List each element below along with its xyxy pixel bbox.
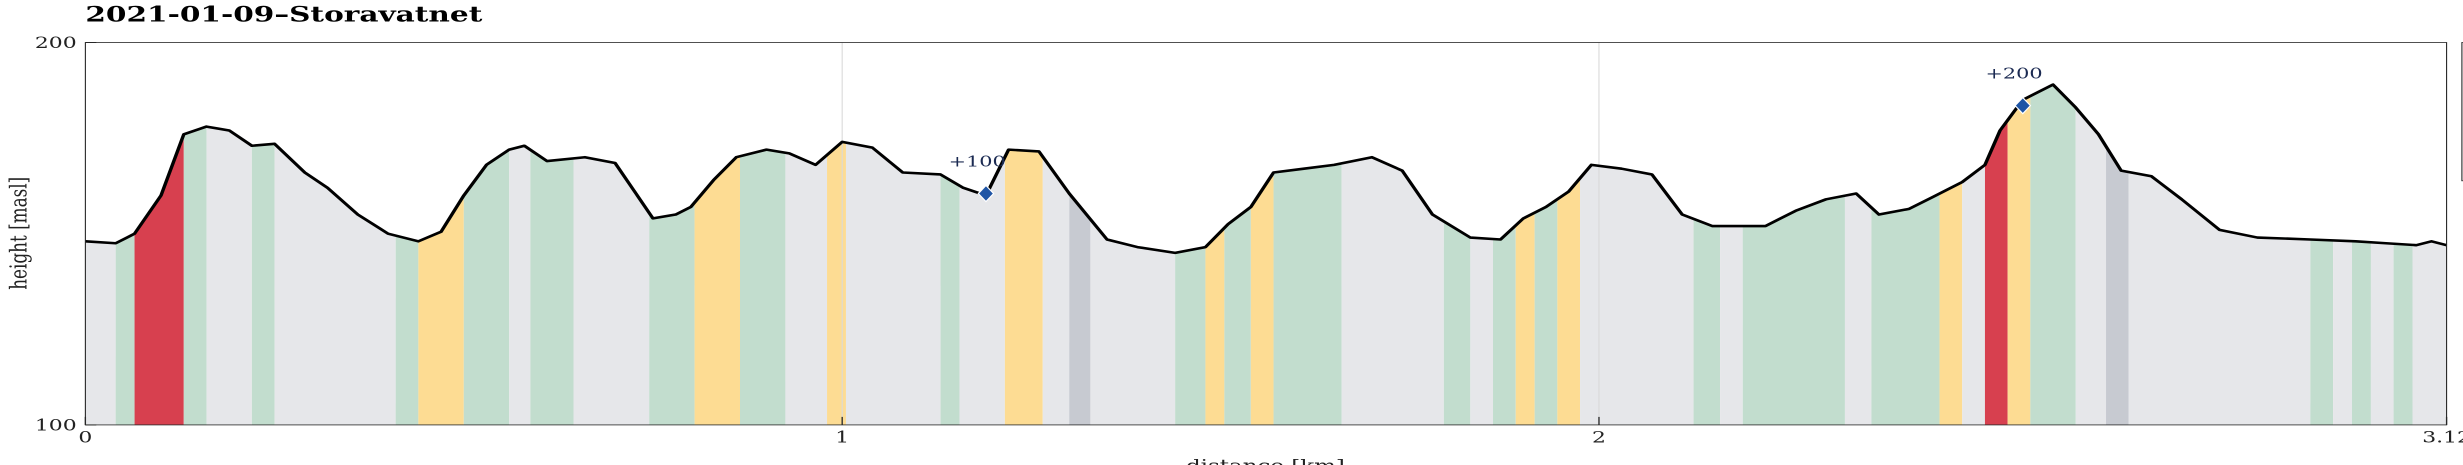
band-down — [1580, 164, 1694, 425]
band-up15 — [1250, 172, 1274, 425]
band-up15 — [1939, 182, 1963, 425]
band-up — [1493, 225, 1516, 425]
milestone-label: +100 — [949, 153, 1006, 171]
band-up15 — [418, 195, 464, 425]
band-up — [1742, 195, 1845, 425]
band-up — [1175, 247, 1206, 425]
axes — [84, 42, 2448, 426]
band-down — [274, 143, 396, 425]
axes-box — [84, 42, 2448, 426]
band-down — [2128, 172, 2311, 425]
band-down — [85, 241, 116, 425]
band-up — [2393, 243, 2413, 425]
band-up15 — [827, 141, 846, 425]
band-up — [1273, 163, 1342, 425]
band-down — [1090, 219, 1176, 425]
milestone-diamond — [2014, 96, 2032, 115]
band-up — [1224, 206, 1251, 425]
band-up — [463, 149, 510, 425]
band-up — [940, 174, 960, 425]
band-down — [1844, 193, 1872, 425]
band-down — [1341, 157, 1444, 425]
band-down — [573, 157, 650, 425]
band-down — [509, 145, 531, 425]
band-up30 — [1984, 120, 2008, 425]
band-up15 — [1205, 227, 1225, 425]
band-down — [2075, 107, 2107, 425]
grid-lines — [841, 42, 1600, 425]
band-down — [959, 157, 1005, 425]
legend-box — [2461, 42, 2463, 182]
band-up — [649, 202, 695, 425]
band-up — [2351, 241, 2371, 425]
milestone-markers: +100 +200 — [949, 65, 2043, 203]
slope-bands — [85, 84, 2447, 425]
band-down — [2412, 241, 2447, 425]
x-tick-label: 3.12 — [2422, 428, 2463, 447]
band-down30 — [1069, 193, 1091, 425]
band-up15 — [694, 156, 741, 425]
band-up — [1871, 193, 1940, 425]
y-axis-label: height [masl] — [5, 177, 32, 290]
band-down — [1042, 156, 1070, 425]
band-down30 — [2106, 146, 2129, 425]
x-tick-labels: 0 1 2 3.12 — [78, 428, 2463, 447]
band-up15 — [1515, 212, 1535, 425]
y-tick-label: 200 — [35, 33, 77, 52]
band-up — [2310, 239, 2334, 425]
band-down — [1720, 226, 1743, 425]
profile-line-group — [85, 83, 2448, 255]
band-up — [530, 149, 574, 425]
band-up30 — [134, 134, 184, 425]
band-down — [2333, 240, 2353, 425]
band-up — [2030, 84, 2076, 425]
x-tick-label: 1 — [835, 428, 849, 447]
band-down — [2370, 242, 2394, 425]
band-down — [785, 152, 828, 425]
band-up — [1693, 218, 1721, 425]
band-down — [845, 142, 941, 425]
x-tick-label: 0 — [78, 428, 92, 447]
band-up15 — [2007, 96, 2031, 425]
y-tick-labels: 100 200 — [35, 33, 77, 435]
band-up15 — [1004, 149, 1043, 425]
profile-line — [85, 83, 2448, 255]
band-up — [251, 143, 275, 425]
band-up — [739, 149, 786, 425]
band-down — [1470, 237, 1494, 425]
band-up — [395, 235, 419, 425]
band-down — [1962, 164, 1985, 425]
band-up — [183, 126, 207, 425]
legend: +100 hm uphm vs. kmup > 30%up > 15%updow… — [2461, 42, 2463, 182]
y-tick-label: 100 — [35, 415, 77, 434]
chart-title: 2021-01-09–Storavatnet — [85, 2, 482, 27]
band-up — [1534, 199, 1558, 425]
band-up — [1443, 221, 1471, 425]
band-up — [115, 233, 135, 425]
x-tick-label: 2 — [1592, 428, 1606, 447]
band-down — [206, 126, 252, 425]
milestone-label: +200 — [1985, 65, 2042, 83]
milestone-diamond — [977, 184, 995, 203]
band-up15 — [1557, 178, 1581, 425]
x-axis-label: distance [km] — [1186, 456, 1345, 465]
